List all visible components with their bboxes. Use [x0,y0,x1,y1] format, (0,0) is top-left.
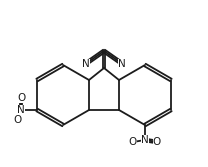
Text: N: N [17,105,25,115]
Text: N: N [118,59,126,69]
Text: O: O [17,93,25,103]
Text: O: O [13,115,21,125]
Text: O: O [153,137,161,147]
Text: N: N [82,59,90,69]
Text: O: O [129,137,137,147]
Text: N: N [141,135,149,145]
